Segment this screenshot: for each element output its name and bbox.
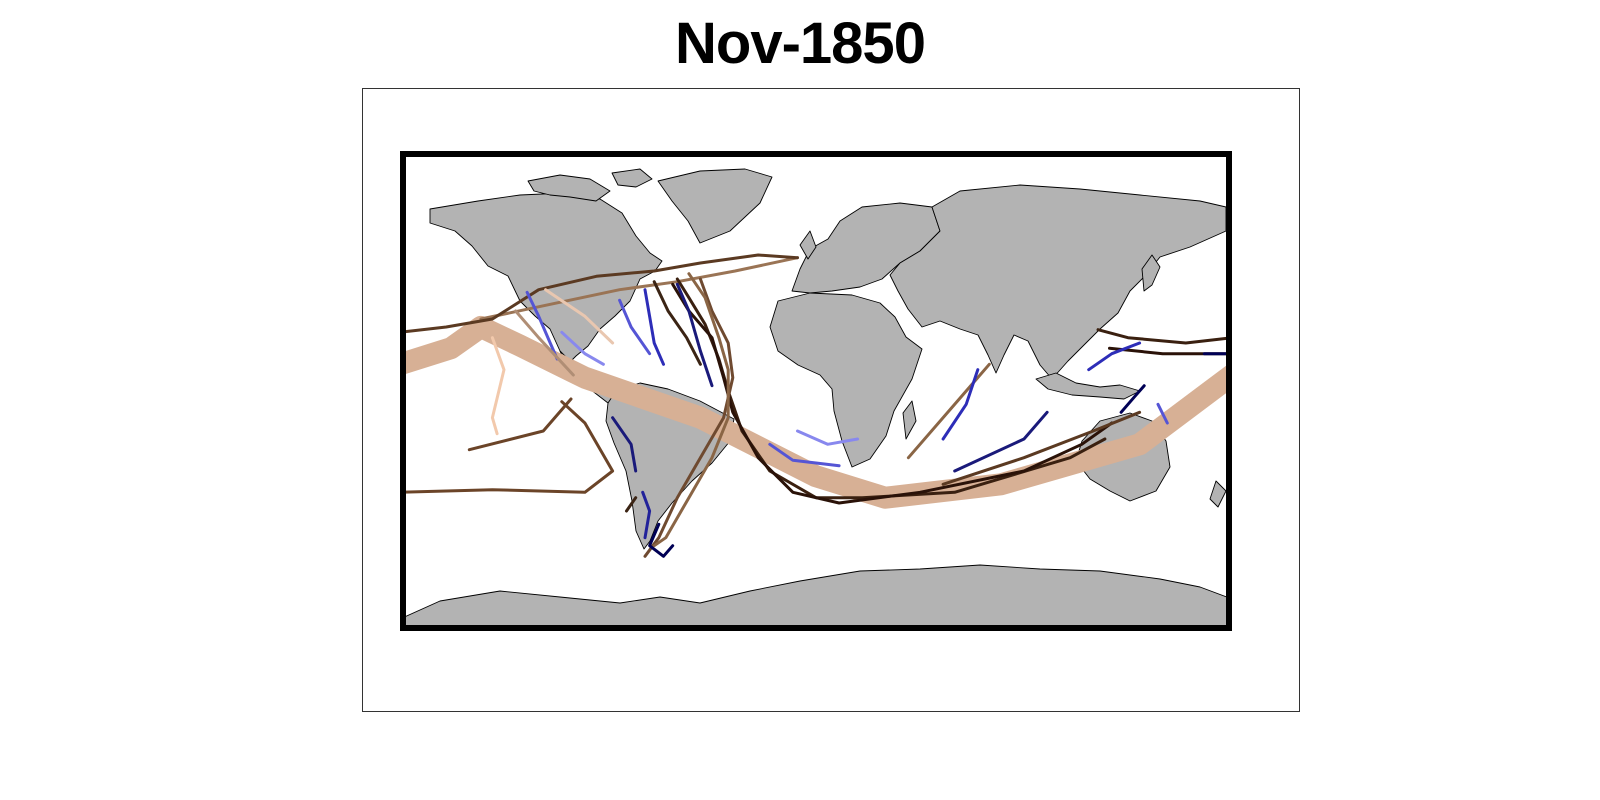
ship-track-14 [648,522,675,558]
ship-track-28 [1087,341,1142,372]
ship-track-24 [906,362,991,460]
ship-track-21 [768,442,841,468]
land-great-britain [799,230,817,260]
world-map [400,151,1232,631]
ship-track-3 [400,253,799,334]
ship-tracks [400,253,1232,558]
ship-track-16 [560,330,605,366]
ship-track-34 [796,429,860,446]
ship-track-9 [400,400,615,494]
ship-track-8 [652,280,702,366]
land-asia [889,184,1227,380]
ship-track-7 [652,272,730,548]
ship-track-10 [467,397,573,452]
ship-track-17 [525,290,559,361]
ship-track-22 [953,410,1049,473]
ship-track-32 [611,416,638,473]
ship-track-15 [641,490,652,540]
ship-track-1 [400,316,1232,509]
land-madagascar [902,400,917,440]
ship-track-30 [1156,402,1169,425]
ship-track-25 [941,368,980,441]
land-greenland [657,168,773,244]
ship-track-27 [1096,328,1232,345]
ship-track-12 [643,288,665,366]
ship-track-5 [671,282,1114,505]
land-africa [769,292,923,468]
land-japan [1141,254,1161,292]
land-arctic-islands [527,168,653,202]
ship-track-19 [514,309,575,377]
ship-track-13 [618,298,652,356]
map-border [400,151,1232,631]
ship-track-31 [625,496,638,513]
map-title: Nov-1850 [675,11,926,76]
ship-track-6 [643,277,735,558]
ship-track-23 [941,410,1142,486]
ship-track-29 [1119,384,1146,414]
ship-track-11 [675,282,714,388]
ship-track-20 [544,288,615,345]
ship-track-18 [490,336,506,436]
land-new-zealand [1209,480,1227,508]
